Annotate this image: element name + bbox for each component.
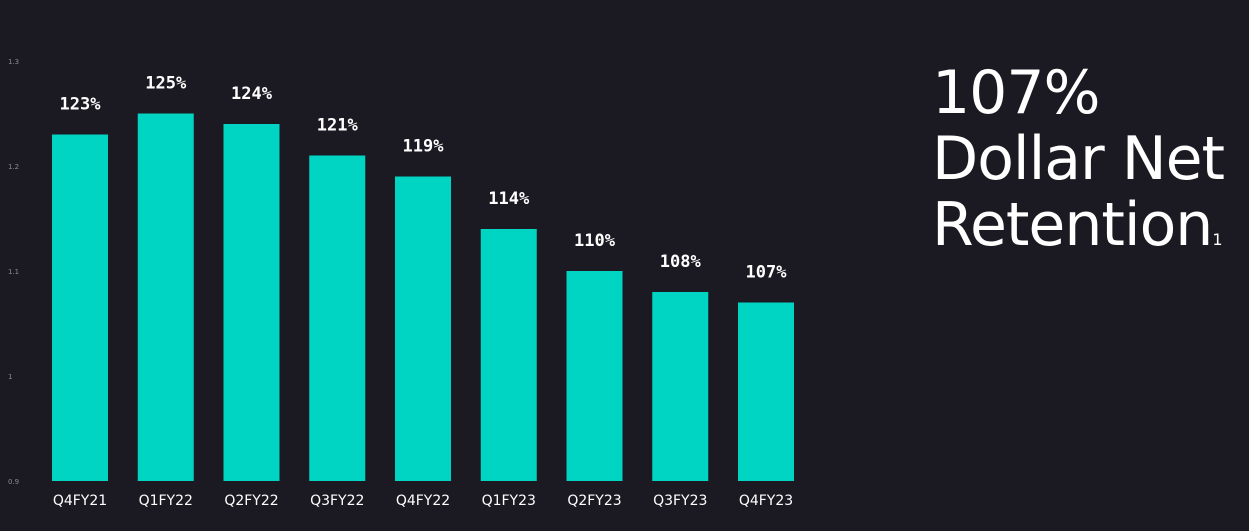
y-tick-label: 1.1 [8,268,19,276]
y-tick-label: 1 [8,373,12,381]
bar-q1fy22 [137,113,194,481]
bar-q1fy23 [480,229,537,481]
data-label: 114% [488,189,530,209]
data-label: 123% [60,95,102,115]
category-label: Q1FY22 [139,493,193,509]
headline-line-3: Retention1 [932,192,1224,273]
category-label: Q4FY23 [739,493,793,509]
headline-line-3-text: Retention [932,190,1213,260]
bars [52,113,794,481]
category-label: Q1FY23 [482,493,536,509]
category-label: Q4FY22 [396,493,450,509]
data-label: 125% [145,74,187,94]
y-tick-label: 0.9 [8,478,19,486]
data-label: 107% [746,263,788,283]
headline-line-2: Dollar Net [932,124,1225,194]
bar-q4fy21 [52,134,108,481]
data-label: 110% [574,231,616,251]
bar-q4fy22 [395,176,451,481]
y-tick-label: 1.3 [8,58,19,66]
bar-q2fy22 [223,124,280,481]
bar-q4fy23 [738,302,794,481]
category-labels: Q4FY21 Q1FY22 Q2FY22 Q3FY22 Q4FY22 Q1FY23 Q2FY… [53,493,793,509]
data-label: 108% [660,252,702,272]
bar-q3fy23 [652,292,709,481]
data-labels: 123% 125% 124% 121% 119% 114% 110% 108% 107% [60,74,788,283]
headline-value: 107% [932,58,1101,128]
data-label: 119% [403,137,445,157]
category-label: Q4FY21 [53,493,107,509]
footnote-marker: 1 [1212,230,1223,249]
bar-q2fy23 [566,271,623,481]
y-tick-label: 1.2 [8,163,19,171]
category-label: Q2FY23 [567,493,621,509]
bar-chart: 0.9 1 1.1 1.2 1.3 123% 125% 124% 121% 119% 114% 11… [8,58,794,509]
headline: 107% Dollar Net Retention1 [932,58,1225,273]
data-label: 121% [317,116,359,136]
category-label: Q2FY22 [224,493,278,509]
data-label: 124% [231,84,273,104]
category-label: Q3FY22 [310,493,364,509]
y-axis: 0.9 1 1.1 1.2 1.3 [8,58,19,486]
bar-q3fy22 [309,155,366,481]
category-label: Q3FY23 [653,493,707,509]
